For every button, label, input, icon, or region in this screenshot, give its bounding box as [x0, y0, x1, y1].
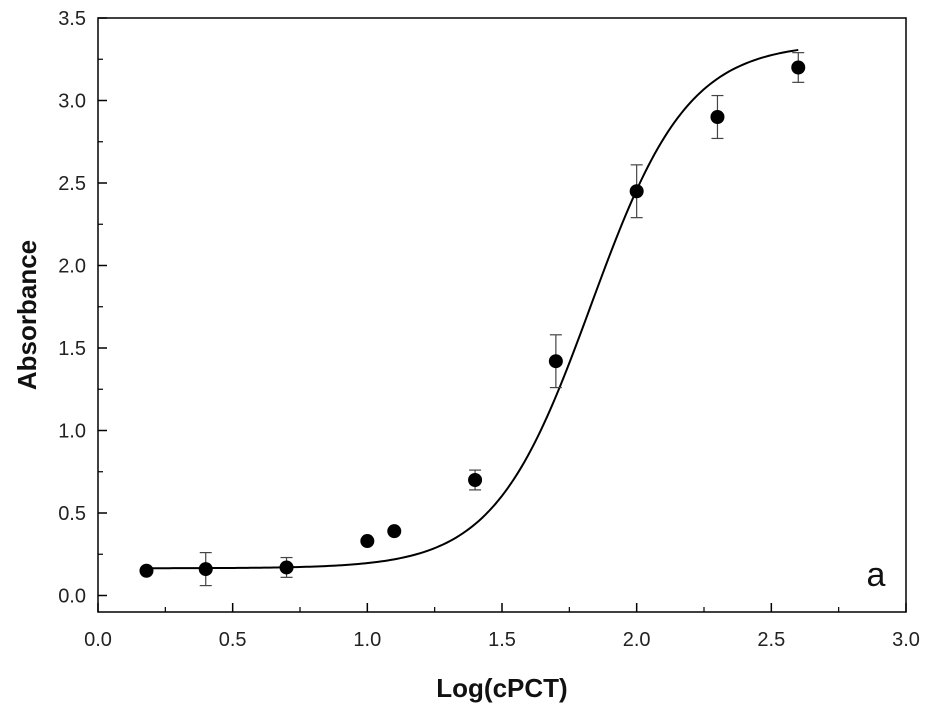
y-axis-label: Absorbance [12, 240, 42, 390]
plot-frame [97, 17, 907, 613]
x-tick-label: 3.0 [892, 629, 920, 651]
y-tick-label: 3.0 [58, 91, 86, 113]
y-tick-label: 2.0 [58, 256, 86, 278]
y-tick-label: 1.0 [58, 421, 86, 443]
data-point [629, 184, 644, 199]
y-tick-label: 0.5 [58, 503, 86, 525]
x-tick-label: 0.0 [84, 629, 112, 651]
y-tick-label: 1.5 [58, 338, 86, 360]
x-tick-label: 1.0 [353, 629, 381, 651]
x-tick-label: 2.0 [623, 629, 651, 651]
x-tick-label: 2.5 [757, 629, 785, 651]
error-bars [199, 52, 805, 587]
x-axis: 0.0 0.5 1.0 1.5 2.0 2.5 3.0 [84, 603, 920, 651]
fit-curve [146, 48, 799, 570]
data-point [198, 562, 213, 577]
data-point [360, 534, 375, 549]
x-tick-label: 1.5 [488, 629, 516, 651]
data-point [139, 563, 154, 578]
data-point [279, 560, 294, 575]
y-tick-label: 3.5 [58, 8, 86, 30]
y-tick-label: 2.5 [58, 173, 86, 195]
data-point [387, 524, 402, 539]
x-tick-label: 0.5 [219, 629, 247, 651]
data-point [710, 110, 725, 124]
data-point [468, 473, 483, 487]
data-points [139, 60, 806, 578]
y-axis: 0.0 0.5 1.0 1.5 2.0 2.5 3.0 3.5 [58, 8, 107, 608]
panel-label: a [867, 556, 886, 594]
data-point [791, 60, 806, 75]
y-tick-label: 0.0 [58, 586, 86, 608]
x-axis-label: Log(cPCT) [436, 673, 567, 703]
data-point [548, 354, 563, 369]
